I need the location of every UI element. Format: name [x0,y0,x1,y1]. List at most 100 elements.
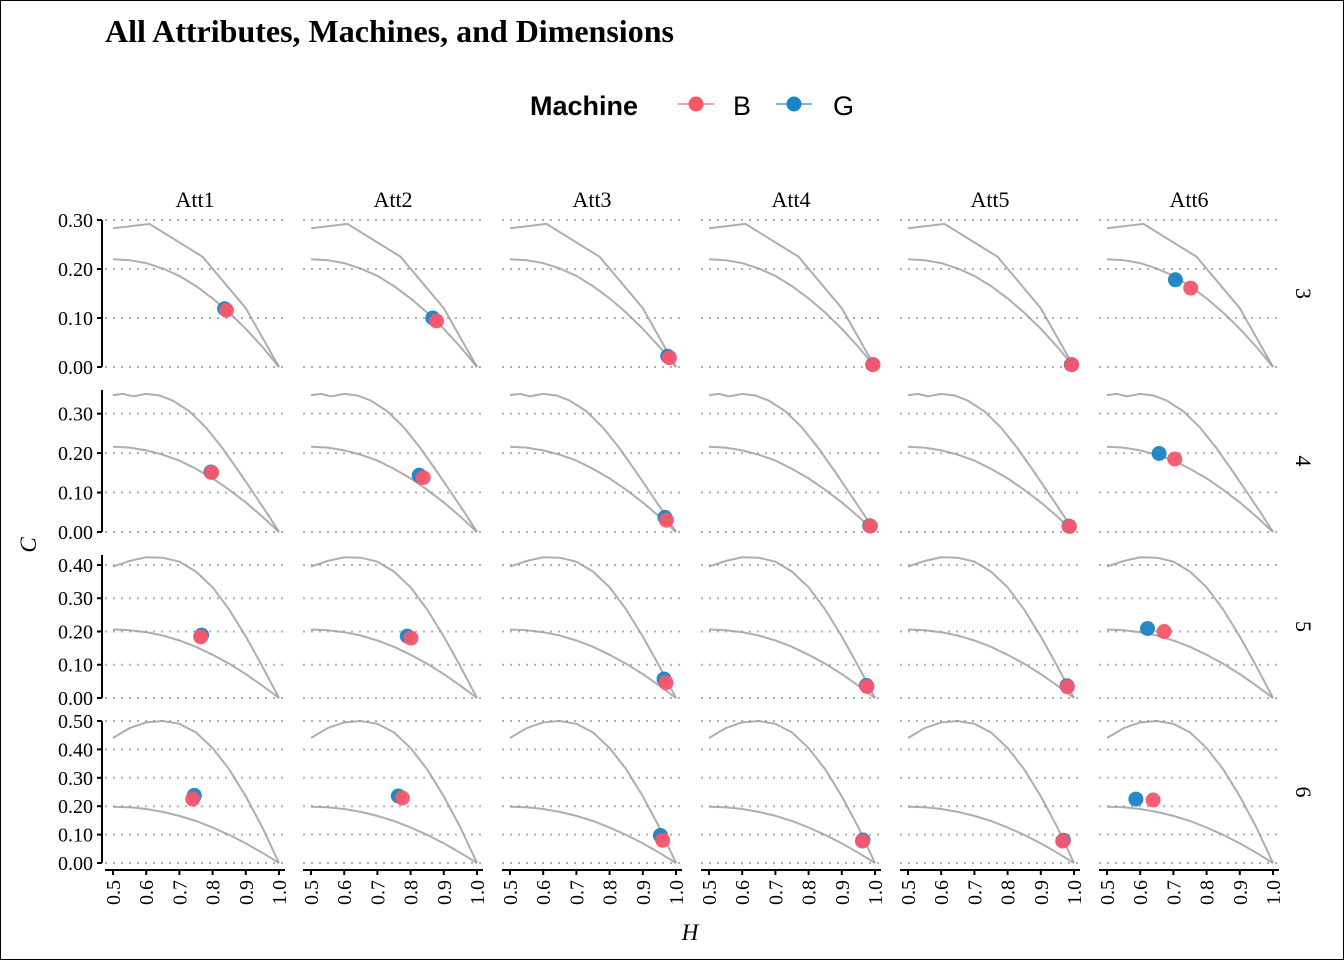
facet-row-label: 3 [1291,288,1316,299]
x-tick-label: 0.9 [633,880,655,905]
x-tick-label: 0.5 [699,880,721,905]
upper-boundary-curve [907,222,1075,368]
upper-boundary-curve [509,392,677,533]
x-tick-label: 0.9 [434,880,456,905]
panel-3-att4 [701,219,881,373]
y-tick-label: 0.10 [58,308,93,330]
y-tick-label: 0.20 [58,443,93,465]
lower-boundary-curve [907,445,1075,533]
panel-4-att1 [105,392,285,533]
lower-boundary-curve [907,805,1075,864]
upper-boundary-curve [907,392,1075,533]
lower-boundary-curve [708,628,876,699]
upper-boundary-curve [112,556,280,699]
x-tick-label: 0.5 [1097,880,1119,905]
legend-label-g: G [833,91,854,121]
x-tick-label: 0.9 [832,880,854,905]
legend-key-g [786,96,802,112]
upper-boundary-curve [310,719,478,864]
facet-col-label: Att6 [1169,187,1208,212]
x-tick-label: 0.8 [998,880,1020,905]
point-b [865,357,881,373]
lower-boundary-curve [112,805,280,864]
upper-boundary-curve [708,222,876,368]
lower-boundary-curve [509,258,677,368]
x-tick-label: 0.9 [236,880,258,905]
panel-6-att1 [105,719,285,864]
point-b [1064,357,1080,373]
x-tick-label: 0.8 [799,880,821,905]
x-tick-label: 0.9 [1031,880,1053,905]
facet-panels: Att1 0.00 0.10 0.20 0.30 Att2 Att3 Att4 Att5 Att6… [58,187,1316,905]
panel-5-att1 [105,556,285,699]
x-tick-label: 0.6 [732,880,754,905]
x-tick-label: 0.6 [334,880,356,905]
y-tick-label: 0.30 [58,210,93,232]
x-tick-label: 0.8 [600,880,622,905]
y-tick-label: 0.20 [58,621,93,643]
x-tick-label: 0.5 [301,880,323,905]
point-g [1140,621,1155,636]
x-tick-label: 0.5 [500,880,522,905]
x-tick-label: 0.5 [103,880,125,905]
y-tick-label: 0.00 [58,853,93,875]
facet-col-label: Att3 [572,187,611,212]
upper-boundary-curve [112,222,280,368]
lower-boundary-curve [310,445,478,533]
x-tick-label: 0.5 [898,880,920,905]
x-tick-label: 0.6 [1130,880,1152,905]
panel-3-att5 [900,219,1080,373]
point-b [429,313,444,329]
point-g [1128,791,1144,807]
panel-6-att2 [303,719,483,864]
x-tick-label: 0.6 [136,880,158,905]
x-tick-label: 0.8 [401,880,423,905]
upper-boundary-curve [907,719,1075,864]
x-tick-label: 0.9 [1230,880,1252,905]
upper-boundary-curve [112,719,280,864]
x-tick-label: 1.0 [865,880,887,905]
lower-boundary-curve [509,445,677,533]
y-tick-label: 0.50 [58,711,93,733]
x-axis-label: H [681,920,700,945]
point-b [658,512,674,528]
chart-title: All Attributes, Machines, and Dimensions [105,13,674,49]
panel-3-att2 [303,219,483,368]
x-tick-label: 1.0 [467,880,489,905]
upper-boundary-curve [509,719,677,864]
point-b [1145,792,1161,808]
panel-3-att6 [1099,219,1279,368]
legend-label-b: B [733,91,751,121]
panel-4-att6 [1099,392,1279,533]
legend-entry-g: G [776,91,854,121]
panel-5-att3 [502,556,682,699]
panel-4-att4 [701,392,881,534]
lower-boundary-curve [310,628,478,699]
facet-row-label: 4 [1291,456,1316,467]
upper-boundary-curve [1106,556,1274,699]
panel-3-att3 [502,219,682,368]
lower-boundary-curve [1106,805,1274,864]
point-b [1156,624,1172,639]
facet-col-label: Att2 [373,187,412,212]
upper-boundary-curve [708,392,876,533]
point-b [193,629,209,645]
x-tick-label: 1.0 [666,880,688,905]
x-tick-label: 1.0 [1064,880,1086,905]
point-g [1151,446,1167,461]
lower-boundary-curve [310,258,478,368]
legend-key-b [688,96,704,112]
point-b [854,833,870,849]
lower-boundary-curve [907,258,1075,368]
legend: Machine B G [530,91,854,121]
x-tick-label: 0.7 [964,880,986,905]
point-b [658,675,674,691]
lower-boundary-curve [112,258,280,368]
lower-boundary-curve [1106,445,1274,533]
upper-boundary-curve [509,222,677,368]
point-b [1059,679,1075,695]
point-b [1061,519,1077,534]
x-tick-label: 0.8 [203,880,225,905]
point-b [403,630,419,646]
